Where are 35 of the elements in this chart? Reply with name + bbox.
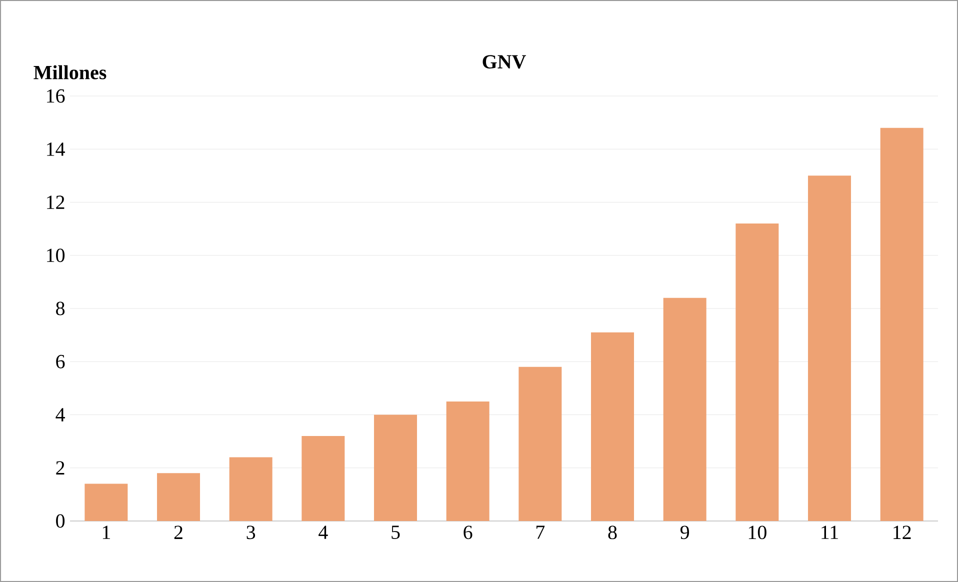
bar bbox=[446, 401, 490, 521]
bar bbox=[229, 457, 272, 521]
x-tick-label: 6 bbox=[464, 526, 472, 540]
x-tick-label: 1 bbox=[102, 526, 110, 539]
y-tick-label: 14 bbox=[47, 142, 65, 156]
y-tick-label: 12 bbox=[47, 196, 64, 209]
bar bbox=[663, 298, 706, 521]
bar bbox=[591, 332, 634, 521]
chart-title: GNV bbox=[482, 55, 526, 69]
x-tick-label: 8 bbox=[608, 526, 617, 540]
bar bbox=[518, 366, 562, 521]
bar bbox=[302, 436, 345, 521]
y-tick-label: 16 bbox=[47, 89, 65, 103]
y-tick-label: 4 bbox=[56, 408, 65, 422]
bar bbox=[880, 128, 924, 521]
y-tick-label: 8 bbox=[56, 302, 65, 316]
bar bbox=[808, 176, 851, 521]
bar bbox=[736, 223, 779, 521]
x-tick-label: 9 bbox=[680, 526, 690, 540]
y-tick-label: 10 bbox=[47, 248, 65, 262]
bar bbox=[84, 484, 128, 521]
x-tick-label: 7 bbox=[536, 526, 545, 539]
x-tick-label: 10 bbox=[748, 526, 766, 540]
y-axis-title: Millones bbox=[34, 65, 106, 80]
y-tick-label: 2 bbox=[56, 461, 64, 474]
x-tick-label: 11 bbox=[822, 526, 838, 539]
y-tick-label: 6 bbox=[56, 354, 65, 368]
x-tick-label: 5 bbox=[392, 526, 400, 539]
bar bbox=[157, 473, 200, 521]
x-tick-label: 2 bbox=[174, 526, 182, 539]
x-tick-label: 12 bbox=[894, 526, 911, 539]
x-tick-label: 4 bbox=[318, 526, 328, 539]
bar bbox=[374, 414, 418, 521]
y-tick-label: 0 bbox=[56, 514, 65, 528]
x-tick-label: 3 bbox=[246, 526, 256, 540]
